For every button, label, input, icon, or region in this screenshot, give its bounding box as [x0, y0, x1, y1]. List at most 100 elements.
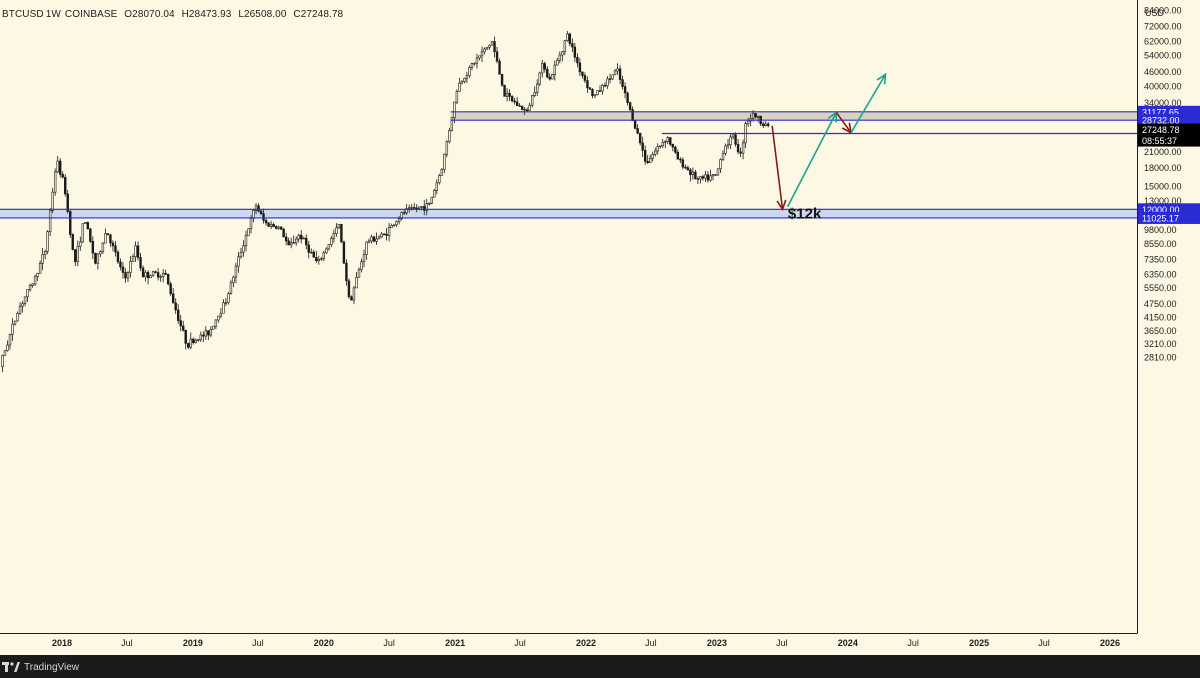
candle-body	[528, 104, 531, 111]
candle-body	[435, 182, 438, 191]
candle-body	[756, 115, 760, 118]
candle-body	[219, 312, 223, 317]
candle-body	[505, 92, 509, 97]
candle-body	[415, 207, 418, 209]
price-tick-label: 40000.00	[1144, 81, 1182, 91]
candle-body	[199, 334, 203, 340]
candle-body	[561, 51, 564, 56]
candle-body	[739, 151, 742, 154]
candle-body	[473, 62, 476, 65]
candle-body	[495, 51, 499, 62]
last-price-label[interactable]: 27248.78	[1138, 123, 1200, 136]
candle-body	[33, 276, 37, 285]
candle-body	[709, 175, 712, 181]
candle-body	[671, 143, 674, 148]
candle-body	[136, 245, 140, 258]
level-price-label[interactable]: 11025.17	[1138, 211, 1200, 224]
candle-body	[114, 245, 117, 253]
candle-body	[385, 233, 388, 236]
candle-body	[305, 237, 308, 246]
time-tick-label: Jul	[121, 638, 133, 648]
high-value: H28473.93	[181, 9, 232, 20]
open-value: O28070.04	[124, 9, 175, 20]
price-tick-label: 84000.00	[1144, 6, 1182, 16]
candle-body	[448, 130, 451, 142]
candle-body	[209, 328, 213, 336]
candle-body	[76, 246, 79, 262]
candle-body	[322, 252, 326, 259]
candle-body	[38, 262, 42, 274]
candle-body	[222, 302, 225, 314]
price-tick-label: 5550.00	[1144, 283, 1177, 293]
candle-body	[332, 233, 336, 239]
interval-label[interactable]: 1W	[45, 9, 61, 20]
candle-body	[656, 146, 659, 152]
candle-body	[591, 89, 594, 97]
candle-body	[121, 266, 125, 273]
price-axis[interactable]: 96000.00 84000.00 72000.00 62000.00 54000.00…	[1144, 0, 1182, 363]
candle-body	[214, 319, 218, 327]
candle-body	[43, 250, 47, 255]
projection-arrow-1[interactable]	[771, 125, 787, 212]
candle-body	[541, 63, 544, 74]
level-price-label[interactable]: 28732.00	[1138, 114, 1200, 127]
candle-body	[566, 33, 569, 41]
symbol-name[interactable]: BTCUSD	[2, 9, 44, 20]
candle-body	[192, 338, 195, 343]
candle-body	[523, 109, 526, 111]
candle-body	[119, 261, 122, 268]
candle-body	[212, 325, 215, 330]
candle-body	[661, 142, 664, 147]
candle-body	[556, 59, 559, 66]
candle-body	[352, 287, 356, 301]
candle-body	[124, 272, 127, 279]
candle-body	[397, 218, 401, 222]
zone-blue	[0, 209, 1137, 218]
candle-body	[184, 330, 187, 344]
candle-body	[621, 79, 624, 87]
candle-body	[164, 272, 167, 275]
target-annotation-label: $12k	[788, 206, 822, 223]
candle-body	[254, 205, 258, 211]
candle-body	[608, 78, 612, 80]
candle-body	[151, 271, 155, 276]
candle-body	[603, 84, 607, 87]
time-tick-label: Jul	[383, 638, 395, 648]
candle-body	[596, 90, 599, 95]
price-tick-label: 15000.00	[1144, 182, 1182, 192]
candle-body	[686, 167, 690, 171]
price-tick-label: 13000.00	[1144, 196, 1182, 206]
candle-body	[239, 251, 243, 258]
time-axis[interactable]: 2018 Jul 2019 Jul 2020 Jul 2021 Jul 2022 Jul 2023 J…	[52, 638, 1120, 648]
candle-body	[643, 150, 647, 162]
candle-body	[392, 224, 396, 226]
price-tick-label: 2810.00	[1144, 353, 1177, 363]
tradingview-brand[interactable]: TradingView	[2, 660, 79, 674]
time-tick-label: Jul	[1038, 638, 1050, 648]
candle-body	[23, 296, 27, 304]
price-label-box	[1138, 123, 1200, 136]
close-value: C27248.78	[293, 9, 344, 20]
candle-body	[234, 265, 238, 278]
candle-body	[470, 63, 474, 68]
candle-body	[478, 55, 481, 59]
candle-body	[601, 84, 604, 92]
candle-body	[468, 67, 471, 76]
candle-body	[463, 77, 466, 82]
time-tick-label: Jul	[514, 638, 526, 648]
price-tick-label: 21000.00	[1144, 147, 1182, 157]
candles-layer	[1, 30, 770, 373]
projection-arrow-2[interactable]	[786, 110, 838, 208]
projection-arrow-4[interactable]	[850, 72, 887, 134]
candle-body	[551, 74, 554, 80]
candle-body	[249, 218, 253, 230]
candle-body	[182, 325, 185, 331]
candle-body	[701, 176, 705, 179]
candle-body	[370, 236, 373, 242]
candle-body	[445, 141, 449, 155]
candle-body	[242, 245, 245, 253]
candle-body	[84, 222, 87, 224]
candle-body	[227, 293, 230, 303]
levels-layer	[0, 111, 1137, 219]
candle-body	[171, 293, 175, 304]
